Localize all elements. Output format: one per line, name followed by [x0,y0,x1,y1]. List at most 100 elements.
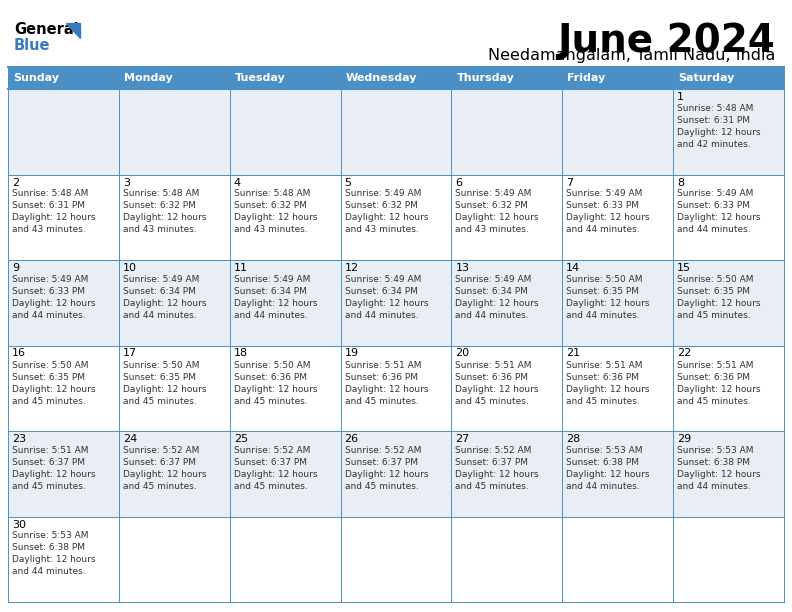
Text: and 43 minutes.: and 43 minutes. [345,225,418,234]
Bar [673,89,784,174]
Bar [8,67,119,89]
Text: Sunset: 6:33 PM: Sunset: 6:33 PM [677,201,750,211]
Text: Sunset: 6:37 PM: Sunset: 6:37 PM [345,458,417,467]
Text: 30: 30 [12,520,26,529]
Text: 2: 2 [12,177,19,187]
Text: Sunrise: 5:49 AM: Sunrise: 5:49 AM [455,275,531,284]
Text: Daylight: 12 hours: Daylight: 12 hours [345,384,428,394]
Text: Sunset: 6:32 PM: Sunset: 6:32 PM [123,201,196,211]
Text: Sunset: 6:36 PM: Sunset: 6:36 PM [345,373,417,381]
Text: and 44 minutes.: and 44 minutes. [12,311,86,320]
Text: and 43 minutes.: and 43 minutes. [12,225,86,234]
Text: 22: 22 [677,348,691,359]
Text: Sunset: 6:35 PM: Sunset: 6:35 PM [566,287,639,296]
Bar [230,174,341,260]
Text: Daylight: 12 hours: Daylight: 12 hours [455,470,539,479]
Text: Sunset: 6:37 PM: Sunset: 6:37 PM [455,458,528,467]
Bar [451,89,562,174]
Text: Sunrise: 5:51 AM: Sunrise: 5:51 AM [455,360,532,370]
Text: and 45 minutes.: and 45 minutes. [345,397,418,406]
Text: Sunset: 6:34 PM: Sunset: 6:34 PM [123,287,196,296]
Bar [119,67,230,89]
Bar [451,67,562,89]
Text: Sunset: 6:35 PM: Sunset: 6:35 PM [12,373,85,381]
Text: Needamangalam, Tamil Nadu, India: Needamangalam, Tamil Nadu, India [488,48,775,63]
Text: 26: 26 [345,434,359,444]
Text: 6: 6 [455,177,463,187]
Text: 9: 9 [12,263,19,273]
Text: Sunrise: 5:52 AM: Sunrise: 5:52 AM [455,446,531,455]
Text: 18: 18 [234,348,248,359]
Bar [341,260,451,346]
Text: Daylight: 12 hours: Daylight: 12 hours [123,214,207,223]
Text: Sunrise: 5:49 AM: Sunrise: 5:49 AM [345,275,421,284]
Text: Sunrise: 5:49 AM: Sunrise: 5:49 AM [345,190,421,198]
Bar [673,517,784,602]
Text: Sunset: 6:36 PM: Sunset: 6:36 PM [455,373,528,381]
Text: Monday: Monday [124,73,173,83]
Text: and 45 minutes.: and 45 minutes. [566,397,640,406]
Bar [673,67,784,89]
Bar [673,260,784,346]
Text: Sunset: 6:36 PM: Sunset: 6:36 PM [234,373,307,381]
Bar [341,89,451,174]
Text: Daylight: 12 hours: Daylight: 12 hours [566,470,649,479]
Text: Sunrise: 5:53 AM: Sunrise: 5:53 AM [12,531,89,540]
Bar [8,174,119,260]
Text: and 45 minutes.: and 45 minutes. [123,397,196,406]
Text: 10: 10 [123,263,137,273]
Text: and 43 minutes.: and 43 minutes. [234,225,307,234]
Text: and 44 minutes.: and 44 minutes. [566,311,640,320]
Text: Sunrise: 5:50 AM: Sunrise: 5:50 AM [123,360,200,370]
Text: Sunrise: 5:51 AM: Sunrise: 5:51 AM [677,360,754,370]
Text: 21: 21 [566,348,581,359]
Text: and 45 minutes.: and 45 minutes. [677,397,751,406]
Text: 11: 11 [234,263,248,273]
Bar [451,260,562,346]
Text: and 44 minutes.: and 44 minutes. [566,482,640,491]
Text: and 45 minutes.: and 45 minutes. [455,482,529,491]
Text: Daylight: 12 hours: Daylight: 12 hours [345,299,428,308]
Text: 20: 20 [455,348,470,359]
Text: Sunrise: 5:51 AM: Sunrise: 5:51 AM [566,360,643,370]
Text: 17: 17 [123,348,137,359]
Bar [562,89,673,174]
Text: Sunset: 6:38 PM: Sunset: 6:38 PM [566,458,639,467]
Text: and 44 minutes.: and 44 minutes. [345,311,418,320]
Text: and 44 minutes.: and 44 minutes. [234,311,307,320]
Bar [562,260,673,346]
Text: 7: 7 [566,177,573,187]
Text: Sunrise: 5:50 AM: Sunrise: 5:50 AM [566,275,643,284]
Bar [341,174,451,260]
Text: 23: 23 [12,434,26,444]
Text: 16: 16 [12,348,26,359]
Text: Daylight: 12 hours: Daylight: 12 hours [677,128,760,137]
Text: General: General [14,22,78,37]
Text: and 44 minutes.: and 44 minutes. [566,225,640,234]
Text: Daylight: 12 hours: Daylight: 12 hours [677,214,760,223]
Bar [341,346,451,431]
Bar [8,517,119,602]
Text: Daylight: 12 hours: Daylight: 12 hours [123,384,207,394]
Polygon shape [66,23,80,38]
Text: 3: 3 [123,177,130,187]
Text: Sunrise: 5:50 AM: Sunrise: 5:50 AM [677,275,754,284]
Text: 8: 8 [677,177,684,187]
Text: and 44 minutes.: and 44 minutes. [677,482,751,491]
Text: Sunrise: 5:48 AM: Sunrise: 5:48 AM [677,104,753,113]
Bar [230,517,341,602]
Text: Daylight: 12 hours: Daylight: 12 hours [12,299,96,308]
Bar [8,260,119,346]
Text: Daylight: 12 hours: Daylight: 12 hours [677,470,760,479]
Text: 29: 29 [677,434,691,444]
Bar [119,517,230,602]
Text: 19: 19 [345,348,359,359]
Text: Tuesday: Tuesday [234,73,285,83]
Bar [119,174,230,260]
Text: 14: 14 [566,263,581,273]
Text: Sunrise: 5:51 AM: Sunrise: 5:51 AM [345,360,421,370]
Text: Daylight: 12 hours: Daylight: 12 hours [12,470,96,479]
Text: Sunrise: 5:50 AM: Sunrise: 5:50 AM [234,360,310,370]
Bar [230,260,341,346]
Text: Sunrise: 5:49 AM: Sunrise: 5:49 AM [234,275,310,284]
